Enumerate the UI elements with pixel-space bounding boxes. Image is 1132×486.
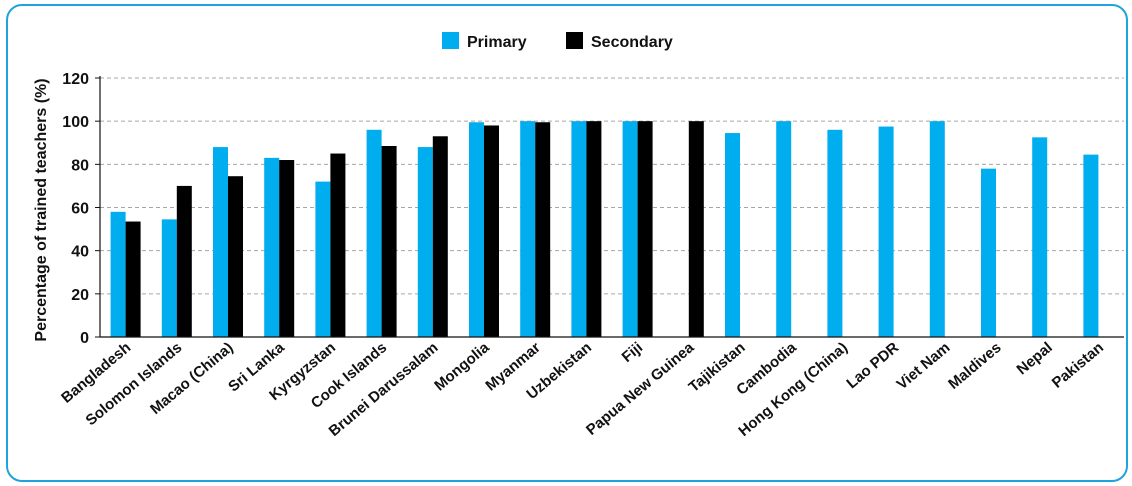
x-tick-label: Fiji <box>619 339 647 366</box>
x-tick-label: Mongolia <box>431 339 493 395</box>
x-tick-label: Lao PDR <box>843 339 902 392</box>
x-tick-label: Viet Nam <box>893 339 953 393</box>
bar-secondary <box>586 121 602 338</box>
legend-label-primary: Primary <box>467 34 527 51</box>
x-tick-label: Nepal <box>1014 339 1056 378</box>
bar-secondary <box>279 160 295 337</box>
bar-primary <box>1032 137 1048 337</box>
bar-primary <box>213 147 228 337</box>
bar-primary <box>776 121 792 338</box>
bar-secondary <box>330 153 346 337</box>
legend: Primary Secondary <box>442 32 673 51</box>
gridlines <box>100 77 1124 295</box>
bar-primary <box>110 211 126 337</box>
y-tick-label: 60 <box>71 201 89 218</box>
bar-primary <box>520 121 536 338</box>
legend-swatch-secondary <box>566 32 583 49</box>
bar-primary <box>827 129 843 337</box>
y-tick-label: 120 <box>62 71 89 88</box>
bar-primary <box>161 219 177 337</box>
y-axis-ticks: 0 20 40 60 80 100 120 <box>62 71 100 347</box>
bar-primary <box>981 168 996 337</box>
bar-primary <box>622 121 638 338</box>
legend-label-secondary: Secondary <box>591 34 673 51</box>
bars <box>110 121 1099 338</box>
bar-primary <box>1083 154 1099 337</box>
bar-secondary <box>637 121 653 338</box>
bar-primary <box>469 122 484 337</box>
x-tick-label: Pakistan <box>1049 339 1107 392</box>
bar-secondary <box>228 176 243 337</box>
bar-secondary <box>381 145 397 337</box>
bar-secondary <box>176 185 192 337</box>
bar-secondary <box>432 136 448 337</box>
bar-primary <box>366 129 382 337</box>
y-tick-label: 0 <box>80 330 89 347</box>
bar-primary <box>929 121 945 338</box>
bar-primary <box>725 133 740 337</box>
bar-primary <box>264 157 280 337</box>
y-tick-label: 40 <box>71 244 89 261</box>
bar-primary <box>878 126 894 337</box>
bar-primary <box>315 181 331 337</box>
bar-secondary <box>688 121 704 338</box>
bar-secondary <box>484 125 499 337</box>
y-tick-label: 100 <box>62 114 89 131</box>
x-tick-label: Maldives <box>945 339 1004 393</box>
x-tick-label: Solomon Islands <box>83 339 186 429</box>
bar-primary <box>417 147 433 337</box>
bar-secondary <box>125 221 141 337</box>
axes <box>99 76 1124 338</box>
y-axis-label: Percentage of trained teachers (%) <box>33 78 50 341</box>
bar-primary <box>571 121 587 338</box>
bar-secondary <box>535 122 551 337</box>
y-tick-label: 80 <box>71 157 89 174</box>
y-tick-label: 20 <box>71 287 89 304</box>
legend-swatch-primary <box>442 32 459 49</box>
